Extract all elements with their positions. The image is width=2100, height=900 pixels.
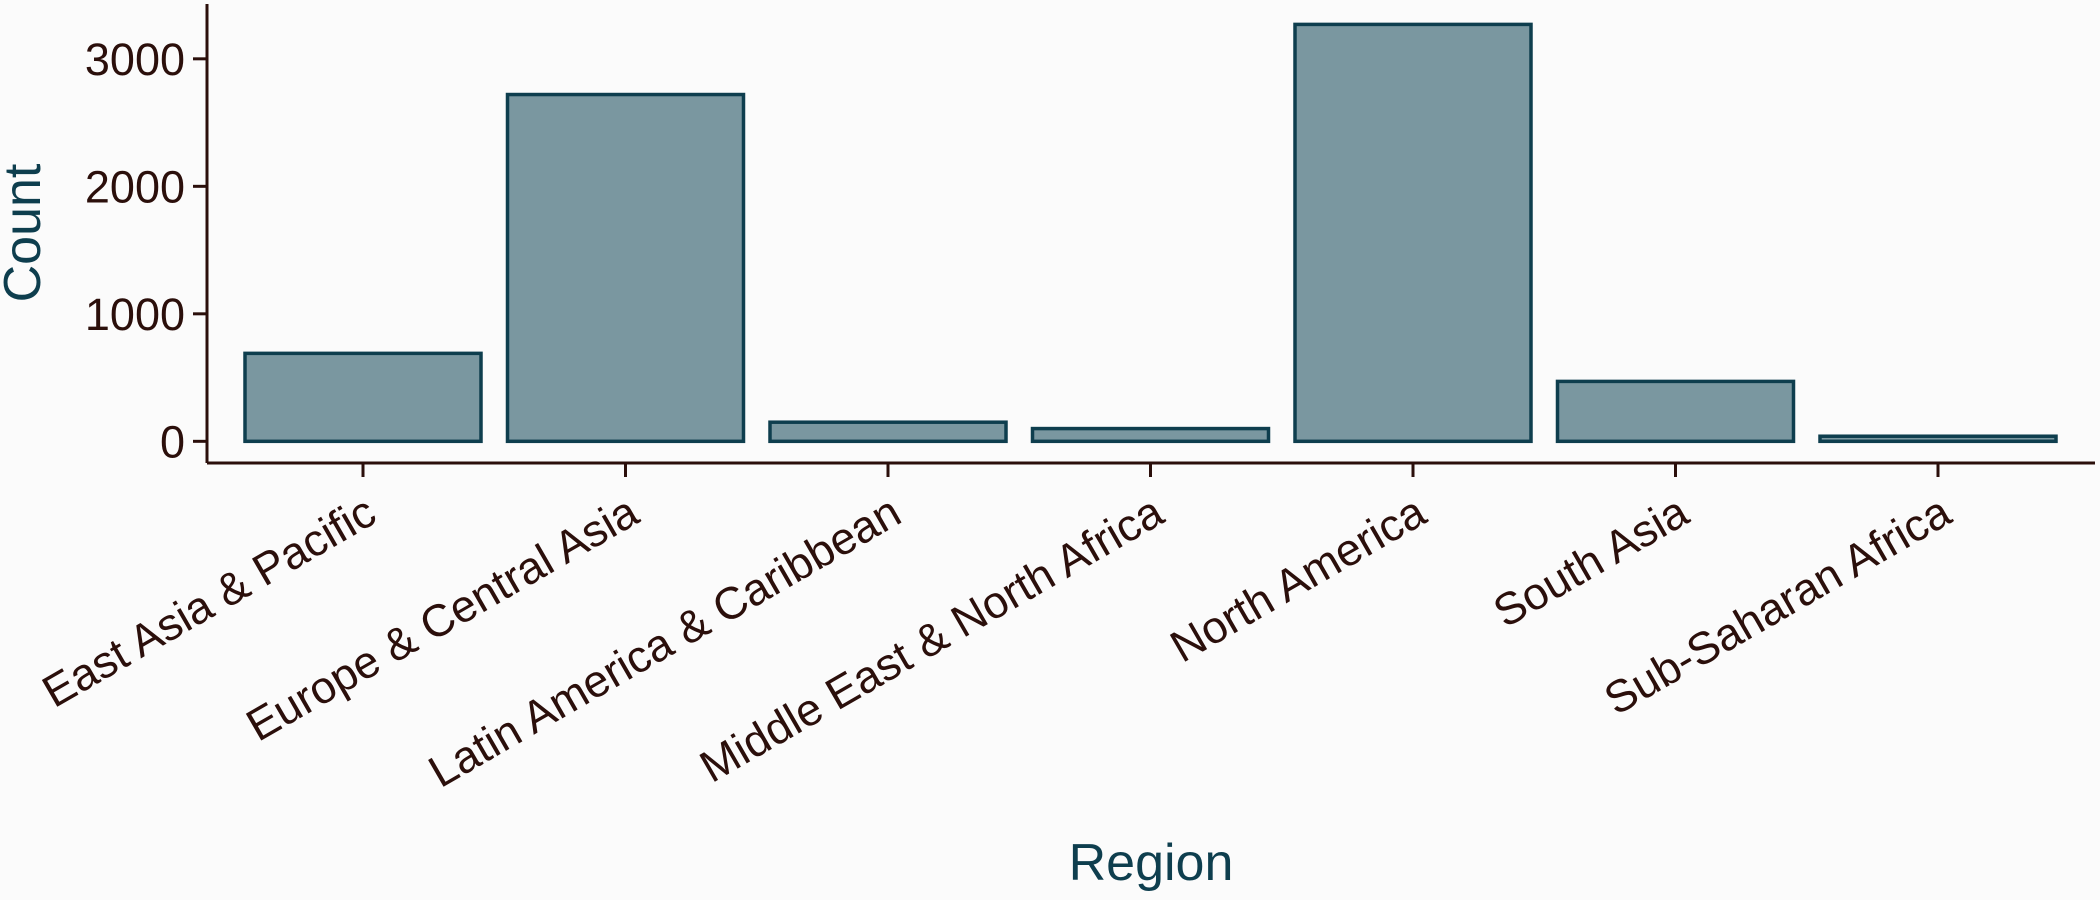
y-axis: 0 1000 2000 3000 [85,4,209,467]
bar-4 [1030,426,1271,444]
bar-6 [1555,379,1796,444]
bar-2 [505,92,746,444]
y-tick-label-1: 0 [160,416,185,467]
x-axis-title: Region [1069,834,1234,892]
bar-3 [768,420,1008,444]
bar-7 [1818,434,2058,444]
y-tick-label-3: 2000 [85,161,185,212]
bars-group [243,22,2058,444]
bar-1 [243,351,483,444]
y-axis-title: Count [0,163,52,302]
y-tick-label-4: 3000 [85,34,185,85]
bar-5 [1293,22,1533,444]
y-tick-label-2: 1000 [85,289,185,340]
